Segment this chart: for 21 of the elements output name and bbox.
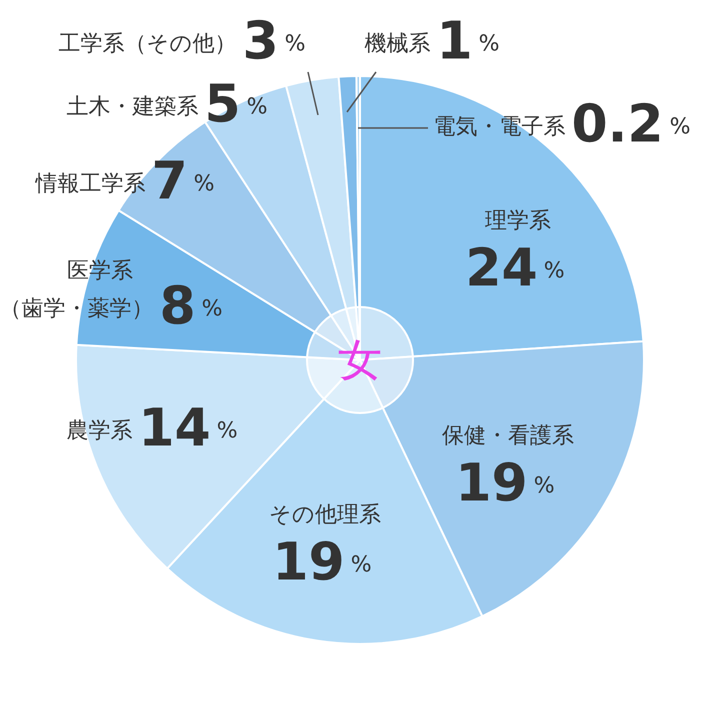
data-label: 3% (242, 12, 306, 72)
slice-label: その他理系 (269, 502, 381, 528)
slice-label: 機械系 (364, 32, 430, 57)
data-label: 19% (455, 454, 555, 514)
slice-label: 医学系（歯学・薬学） (0, 258, 154, 322)
data-label: 5% (204, 74, 268, 135)
data-label: 19% (272, 532, 372, 593)
center-circle: 女 (306, 306, 414, 414)
data-label: 8% (159, 276, 223, 337)
data-label: 1% (436, 12, 500, 72)
slice-label: 理学系 (485, 208, 551, 234)
slice-label: 農学系 (66, 418, 132, 444)
slice-label: 保健・看護系 (442, 424, 574, 449)
slice-label: 工学系（その他） (58, 32, 236, 57)
data-label: 24% (465, 238, 565, 299)
data-label: 0.2% (571, 94, 691, 155)
slice-label: 土木・建築系 (66, 94, 198, 120)
data-label: 14% (138, 398, 238, 459)
data-label: 7% (151, 152, 215, 212)
slice-label: 電気・電子系 (433, 114, 566, 140)
slice-label: 情報工学系 (34, 172, 146, 197)
